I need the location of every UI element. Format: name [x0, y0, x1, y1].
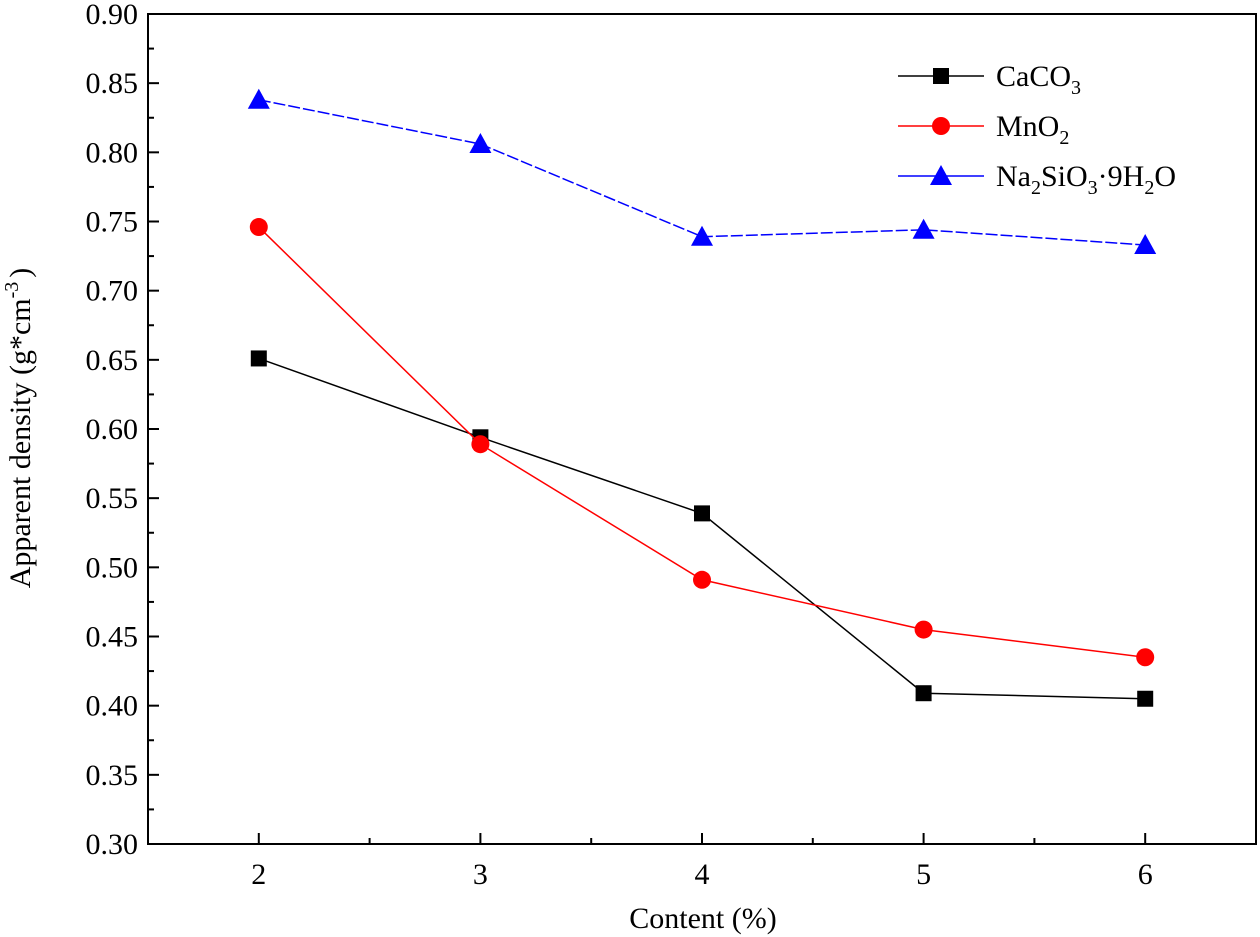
- y-tick-label: 0.45: [86, 621, 139, 654]
- legend-marker-na2sio3: [930, 165, 952, 185]
- legend-label-part: CaCO: [996, 60, 1071, 93]
- legend-label-part: 3: [1071, 77, 1081, 99]
- data-point-caco3: [1137, 690, 1154, 707]
- x-tick-label: 4: [695, 858, 710, 891]
- legend-label-caco3: CaCO3: [996, 60, 1081, 99]
- legend-marker-mno2: [932, 117, 950, 135]
- y-tick-label: 0.55: [86, 482, 139, 515]
- y-tick-label: 0.40: [86, 690, 139, 723]
- data-point-caco3: [694, 505, 710, 522]
- axes: 0.30 0.35 0.40 0.45 0.50 0.55 0.60 0.65 0.70 0.75…: [86, 0, 1257, 891]
- legend-label-part: Na: [996, 160, 1031, 193]
- legend-label-part: ·9H: [1098, 160, 1145, 193]
- y-tick-label: 0.30: [86, 828, 139, 861]
- data-point-na2sio3: [912, 218, 935, 239]
- x-tick-label: 2: [251, 858, 266, 891]
- y-axis-title: Apparent density (g*cm-3): [1, 268, 37, 589]
- series-caco3: [250, 350, 1154, 707]
- y-axis-title-end: ): [4, 268, 37, 278]
- data-point-caco3: [915, 685, 932, 702]
- legend-label-part: 3: [1088, 177, 1098, 199]
- series-line-mno2: [258, 226, 1146, 658]
- y-tick-label: 0.50: [86, 551, 139, 584]
- legend-label-part: 2: [1144, 177, 1154, 199]
- legend-label-na2sio3: Na2SiO3·9H2O: [996, 160, 1176, 199]
- y-tick-label: 0.90: [86, 0, 139, 31]
- y-tick-label: 0.60: [86, 413, 139, 446]
- data-point-mno2: [249, 218, 268, 237]
- data-point-na2sio3: [691, 225, 713, 246]
- y-tick-label: 0.85: [86, 67, 139, 100]
- y-axis-title-sup: -3: [1, 282, 23, 299]
- legend-label-part: 2: [1059, 127, 1069, 149]
- data-point-mno2: [914, 620, 933, 639]
- x-tick-label: 5: [916, 858, 931, 891]
- data-point-na2sio3: [247, 88, 270, 109]
- y-tick-label: 0.75: [86, 206, 139, 239]
- x-tick-label: 6: [1138, 858, 1153, 891]
- x-axis-title: Content (%): [629, 902, 776, 935]
- legend-label-part: MnO: [996, 110, 1059, 143]
- series-mno2: [249, 218, 1155, 667]
- legend-entry-mno2: MnO2: [898, 110, 1069, 149]
- legend-label-part: 2: [1031, 177, 1041, 199]
- y-axis-title-main: Apparent density (g*cm: [4, 298, 37, 588]
- legend-label-mno2: MnO2: [996, 110, 1069, 149]
- series-na2sio3: [247, 88, 1157, 255]
- series-layer: [247, 88, 1157, 707]
- data-point-mno2: [693, 570, 711, 589]
- x-tick-label: 3: [473, 858, 488, 891]
- data-point-na2sio3: [1134, 234, 1157, 255]
- legend-entry-na2sio3: Na2SiO3·9H2O: [898, 160, 1176, 199]
- y-tick-label: 0.80: [86, 136, 139, 169]
- plot-frame: [147, 13, 1257, 845]
- data-point-caco3: [250, 350, 267, 367]
- series-line-caco3: [258, 357, 1146, 700]
- y-tick-label: 0.70: [86, 275, 139, 308]
- data-point-mno2: [1136, 648, 1155, 667]
- legend-marker-caco3: [933, 68, 949, 84]
- legend-label-part: O: [1154, 160, 1176, 193]
- y-tick-label: 0.65: [86, 344, 139, 377]
- legend-label-part: SiO: [1041, 160, 1088, 193]
- y-tick-label: 0.35: [86, 759, 139, 792]
- data-point-na2sio3: [469, 133, 492, 154]
- data-point-mno2: [471, 435, 490, 454]
- legend-entry-caco3: CaCO3: [898, 60, 1081, 99]
